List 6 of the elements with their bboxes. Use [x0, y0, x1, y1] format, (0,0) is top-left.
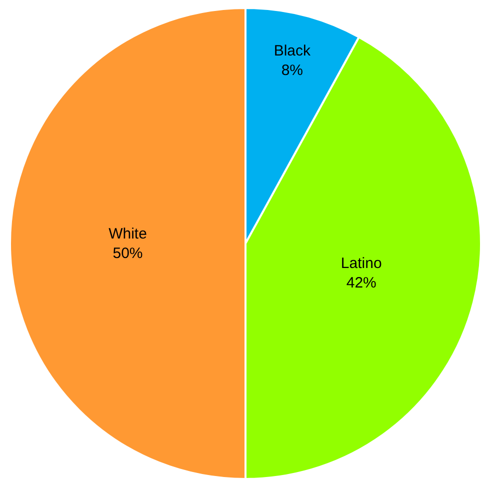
slice-label: White: [108, 225, 147, 242]
slice-label: Black: [274, 42, 311, 60]
slice-label: Latino: [340, 255, 382, 272]
data-label: 8%: [281, 62, 303, 80]
data-label: 42%: [346, 274, 376, 292]
data-label: 50%: [112, 244, 143, 262]
